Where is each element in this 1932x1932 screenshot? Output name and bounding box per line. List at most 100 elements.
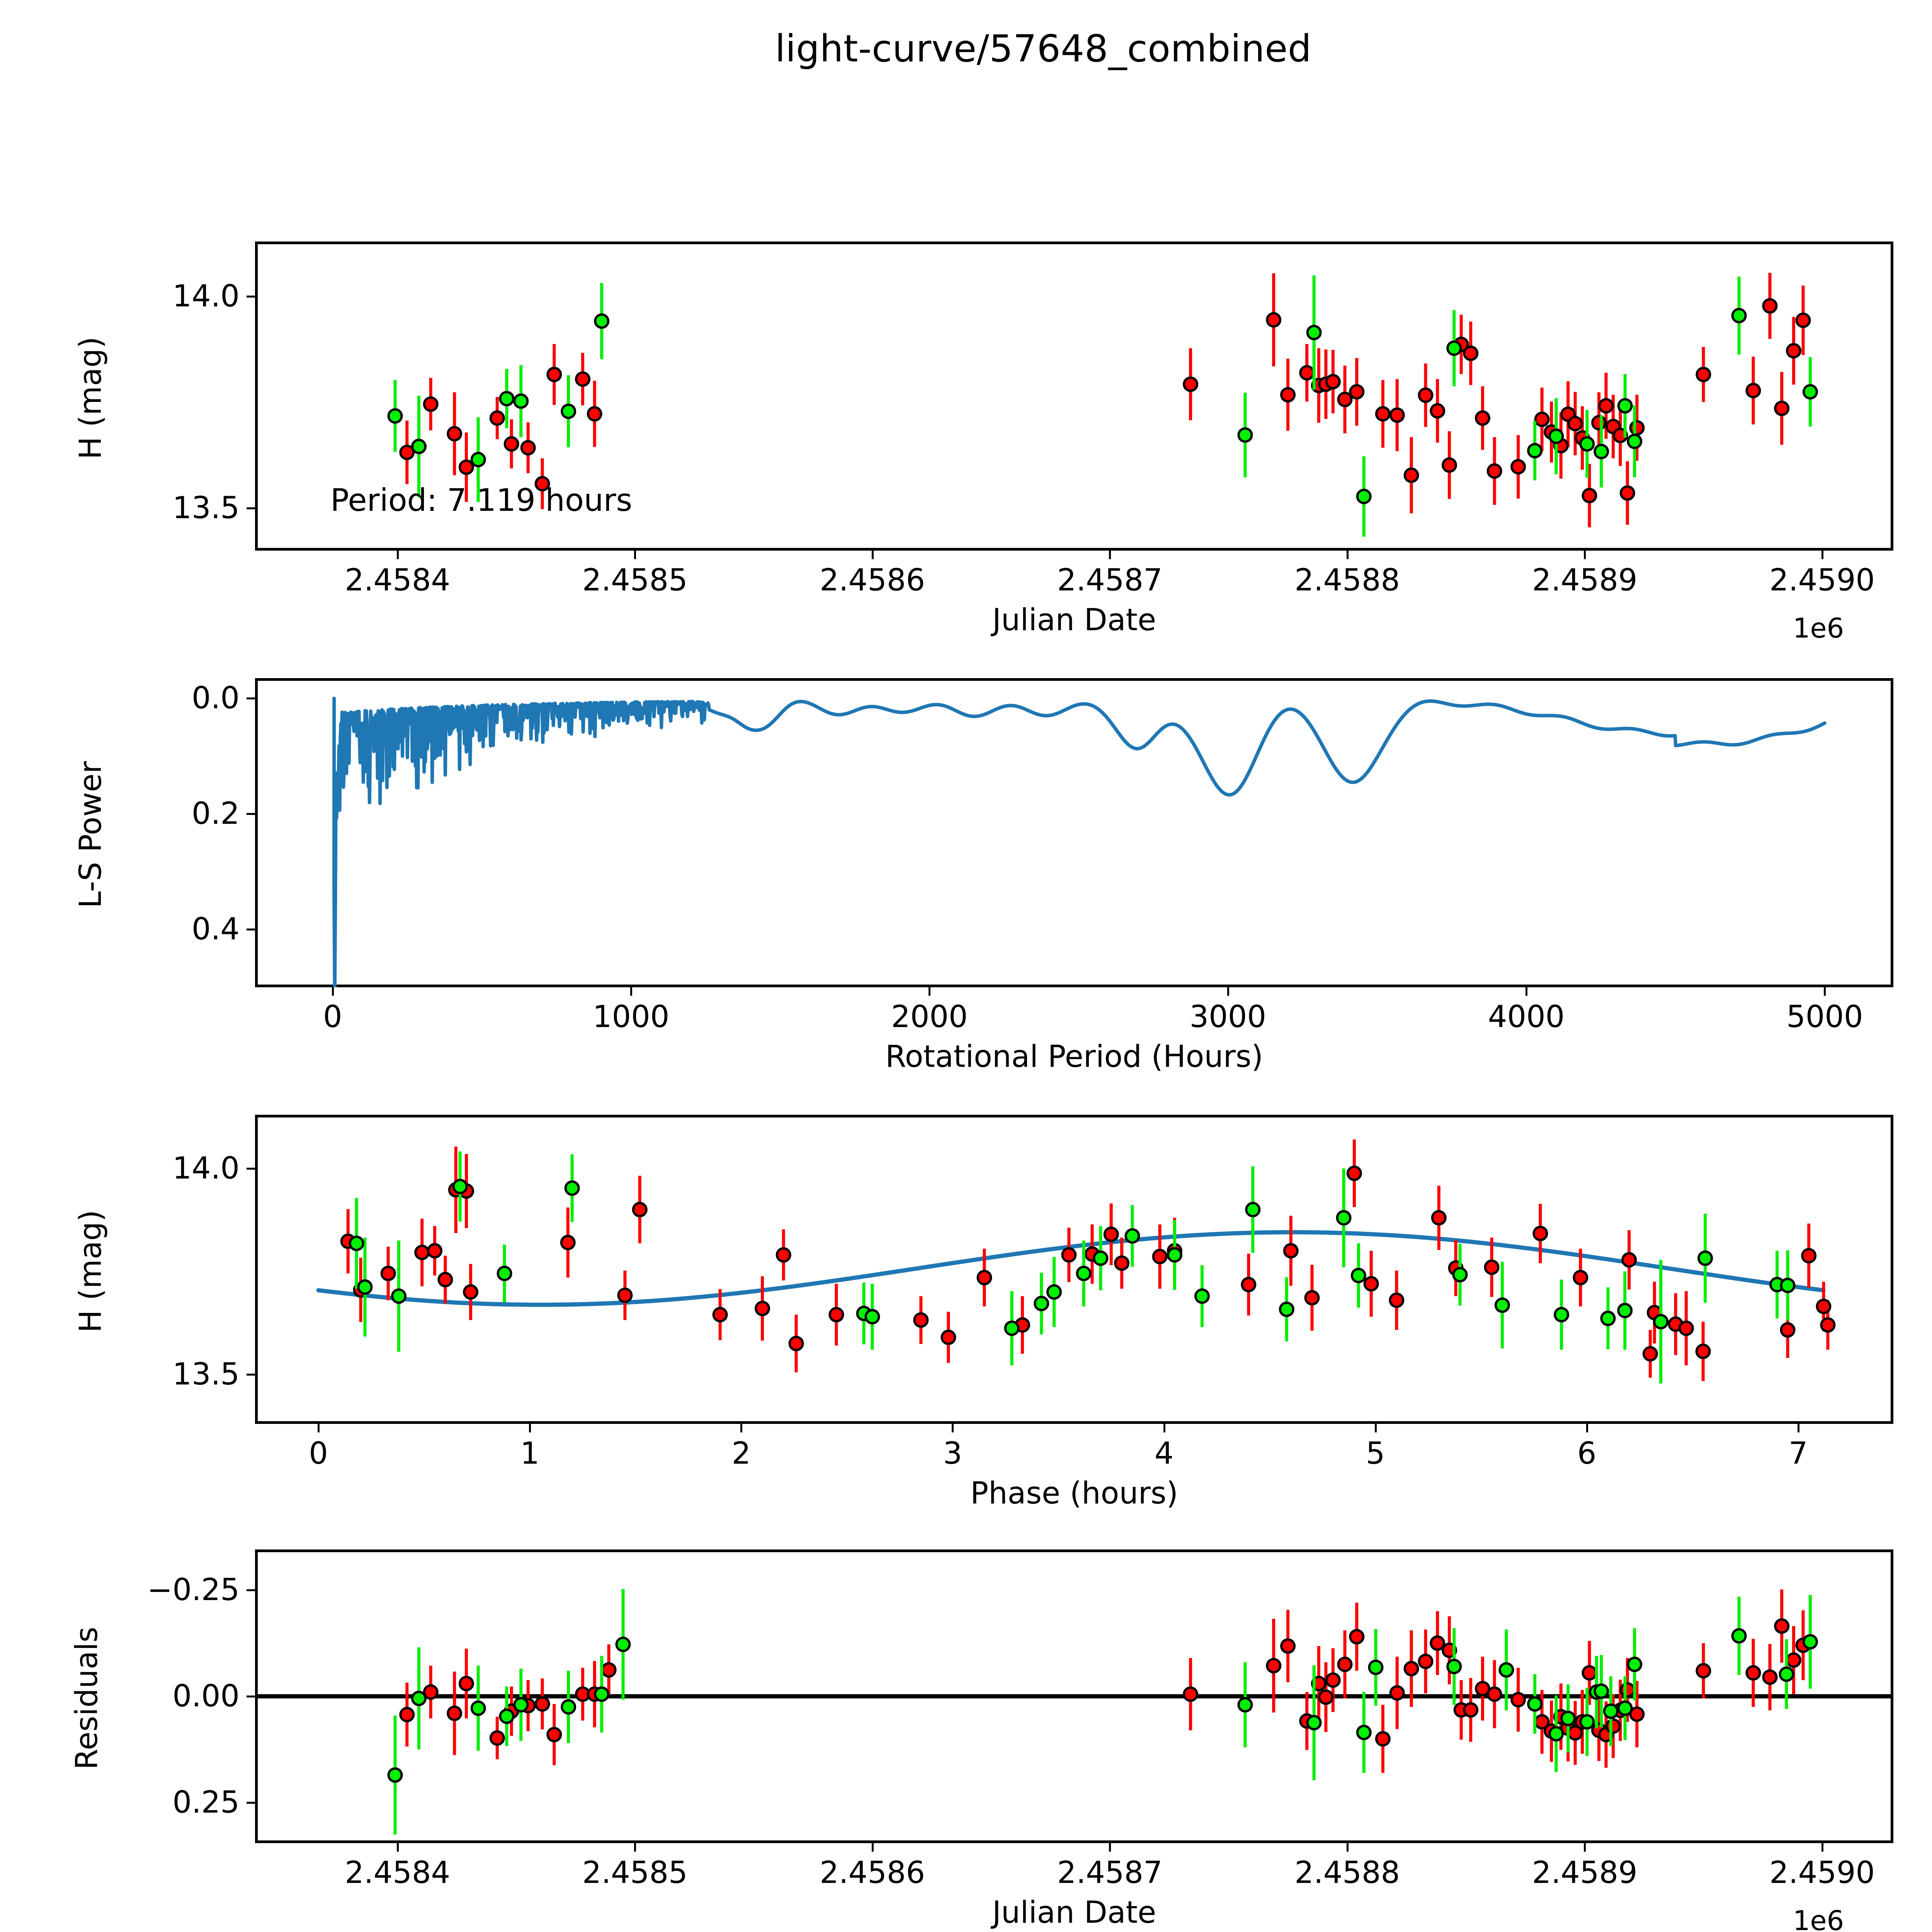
x-tick-mark	[1109, 1843, 1111, 1852]
x-tick-label: 2.4590	[1769, 563, 1875, 598]
y-tick-label: 0.25	[172, 1785, 240, 1820]
y-tick-mark	[247, 929, 255, 931]
panel-phase-folded	[255, 1115, 1893, 1424]
x-tick-label: 2.4587	[1057, 563, 1163, 598]
x-tick-label: 4	[1154, 1436, 1174, 1471]
y-axis-label-phase-folded: H (mag)	[73, 1210, 108, 1333]
y-tick-mark	[247, 1696, 255, 1697]
x-tick-label: 2.4588	[1294, 563, 1400, 598]
panel-periodogram	[255, 678, 1893, 987]
x-tick-label: 2.4587	[1057, 1855, 1163, 1890]
x-tick-label: 6	[1577, 1436, 1597, 1471]
plot-area-light-curve	[387, 273, 1818, 537]
y-tick-mark	[247, 1167, 255, 1170]
y-tick-mark	[247, 1374, 255, 1376]
x-tick-label: 2.4590	[1769, 1855, 1875, 1890]
panel-residuals	[255, 1549, 1893, 1843]
series-green	[387, 275, 1818, 537]
x-tick-label: 5000	[1786, 1000, 1863, 1034]
x-tick-mark	[529, 1424, 531, 1432]
x-tick-mark	[634, 551, 636, 559]
y-tick-label: −0.25	[147, 1572, 240, 1607]
x-tick-label: 2.4584	[345, 563, 451, 598]
x-tick-mark	[396, 551, 399, 559]
series-red	[340, 1139, 1836, 1381]
y-tick-label: 13.5	[172, 1357, 240, 1392]
x-tick-mark	[1346, 551, 1349, 559]
y-tick-mark	[247, 296, 255, 298]
x-tick-mark	[1526, 987, 1528, 996]
x-axis-label-light-curve: Julian Date	[992, 603, 1156, 638]
x-axis-offset-light-curve: 1e6	[1793, 612, 1844, 644]
x-tick-label: 1000	[592, 1000, 670, 1034]
x-axis-label-phase-folded: Phase (hours)	[970, 1476, 1178, 1511]
axes-frame-phase-folded	[255, 1115, 1893, 1424]
x-tick-label: 2.4585	[582, 1855, 688, 1890]
x-tick-mark	[871, 1843, 874, 1852]
x-tick-label: 2.4585	[582, 563, 688, 598]
x-tick-label: 0	[309, 1436, 328, 1471]
x-tick-label: 1	[520, 1436, 540, 1471]
x-axis-label-residuals: Julian Date	[992, 1895, 1156, 1930]
x-tick-mark	[1163, 1424, 1165, 1432]
x-tick-label: 2.4588	[1294, 1855, 1400, 1890]
x-tick-mark	[952, 1424, 954, 1432]
x-tick-label: 7	[1788, 1436, 1808, 1471]
y-tick-label: 0.00	[172, 1679, 240, 1714]
x-tick-label: 3	[943, 1436, 963, 1471]
x-tick-mark	[332, 987, 334, 996]
y-tick-mark	[247, 697, 255, 700]
x-axis-label-periodogram: Rotational Period (Hours)	[885, 1039, 1263, 1074]
x-tick-label: 3000	[1189, 1000, 1266, 1034]
x-tick-mark	[1584, 551, 1586, 559]
y-tick-mark	[247, 813, 255, 815]
series-green	[387, 1589, 1818, 1835]
x-tick-mark	[1821, 551, 1823, 559]
x-tick-label: 2000	[891, 1000, 968, 1034]
y-tick-label: 0.0	[191, 681, 240, 716]
y-tick-mark	[247, 507, 255, 510]
series-red	[399, 1589, 1811, 1773]
y-tick-label: 13.5	[172, 491, 240, 526]
x-tick-mark	[1109, 551, 1111, 559]
plot-area-phase-folded	[316, 1139, 1836, 1384]
x-tick-mark	[1586, 1424, 1588, 1432]
period-annotation: Period: 7.119 hours	[330, 482, 633, 518]
x-tick-mark	[396, 1843, 399, 1852]
x-tick-mark	[318, 1424, 320, 1432]
x-tick-mark	[630, 987, 633, 996]
y-tick-label: 0.2	[191, 796, 240, 832]
x-tick-mark	[1797, 1424, 1799, 1432]
sinusoid-fit-curve	[316, 1230, 1826, 1307]
figure-title: light-curve/57648_combined	[775, 27, 1312, 70]
y-axis-label-light-curve: H (mag)	[73, 337, 108, 459]
x-tick-mark	[634, 1843, 636, 1852]
x-tick-mark	[1374, 1424, 1377, 1432]
x-tick-label: 4000	[1488, 1000, 1565, 1034]
x-tick-mark	[1227, 987, 1229, 996]
x-axis-offset-residuals: 1e6	[1793, 1905, 1844, 1932]
x-tick-mark	[1346, 1843, 1349, 1852]
axes-frame-light-curve	[255, 242, 1893, 551]
x-tick-label: 2.4589	[1532, 1855, 1638, 1890]
x-tick-mark	[1824, 987, 1826, 996]
plot-area-residuals	[255, 1589, 1893, 1835]
panel-light-curve	[255, 242, 1893, 551]
x-tick-label: 5	[1366, 1436, 1385, 1471]
x-tick-label: 2.4586	[820, 1855, 925, 1890]
y-tick-label: 0.4	[191, 912, 240, 947]
x-tick-label: 2.4584	[345, 1855, 451, 1890]
x-tick-label: 2	[731, 1436, 751, 1471]
series-green	[349, 1151, 1796, 1384]
plot-area-periodogram	[332, 696, 1827, 987]
x-tick-mark	[1821, 1843, 1823, 1852]
y-tick-mark	[247, 1589, 255, 1591]
x-tick-label: 0	[323, 1000, 342, 1034]
y-tick-label: 14.0	[172, 279, 240, 314]
x-tick-mark	[740, 1424, 743, 1432]
x-tick-mark	[929, 987, 931, 996]
x-tick-label: 2.4589	[1532, 563, 1638, 598]
periodogram-curve	[332, 696, 1827, 987]
x-tick-mark	[871, 551, 874, 559]
